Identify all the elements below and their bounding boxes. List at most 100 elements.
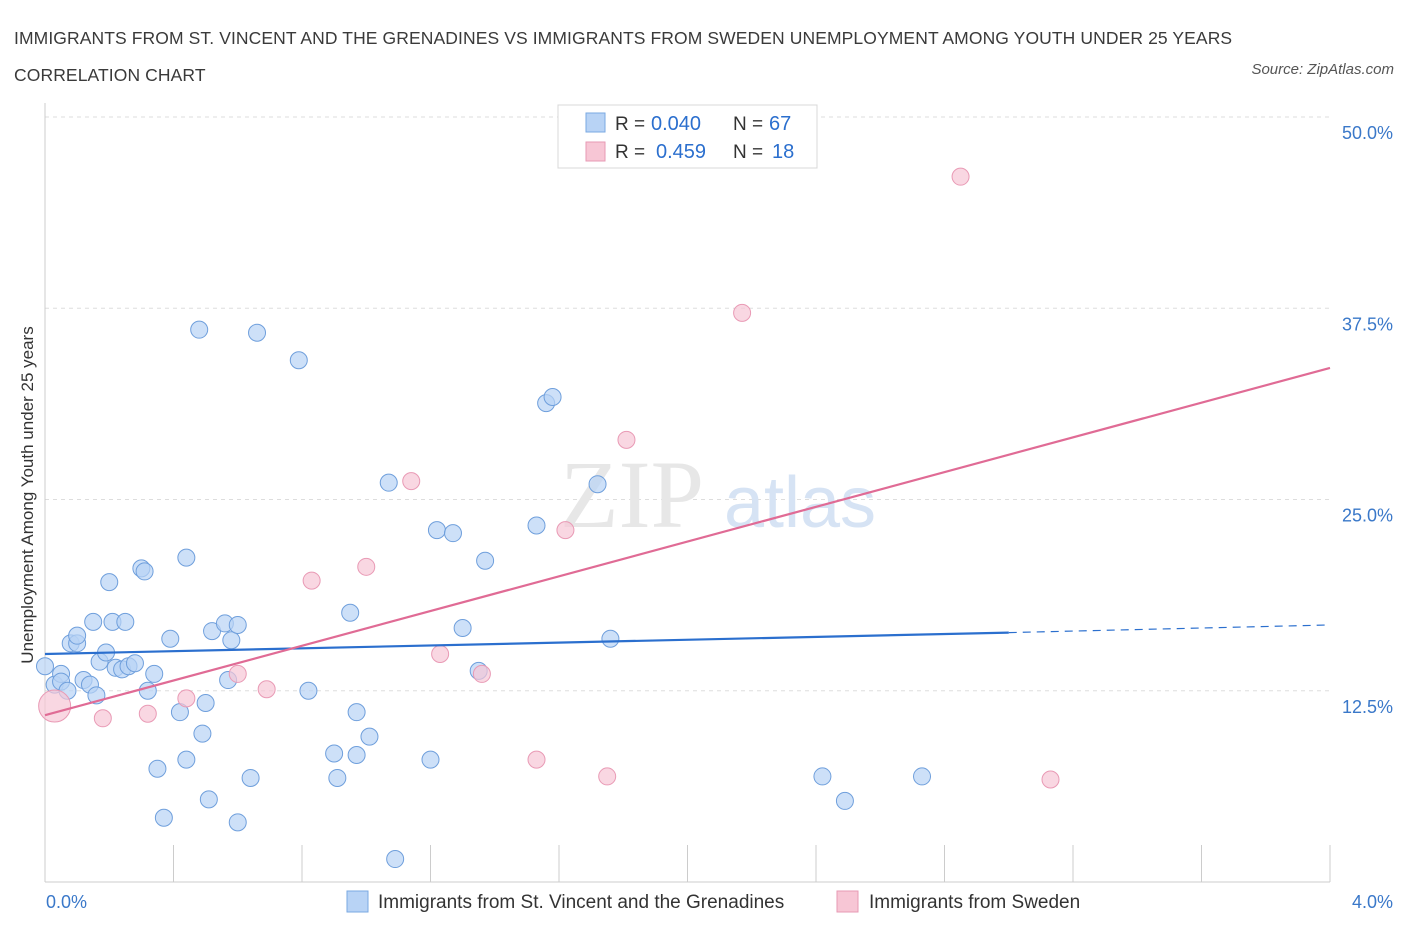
data-point-blue — [161, 629, 180, 648]
data-point-blue — [84, 612, 103, 631]
stats-r-label-blue: R = — [615, 114, 645, 135]
data-point-blue — [199, 790, 218, 809]
stats-swatch-blue — [585, 112, 606, 133]
data-point-blue — [148, 759, 167, 778]
y-axis-label: Unemployment Among Youth under 25 years — [18, 326, 37, 663]
series-legend: Immigrants from St. Vincent and the Gren… — [346, 890, 1080, 913]
trend-lines — [44, 366, 1331, 717]
data-point-blue — [421, 750, 440, 769]
data-point-pink — [93, 709, 112, 728]
data-point-blue — [379, 473, 398, 492]
stats-n-label-blue: N = — [733, 114, 763, 135]
data-point-pink — [598, 767, 617, 786]
source-label: Source: ZipAtlas.com — [1251, 61, 1394, 78]
data-point-blue — [543, 387, 562, 406]
legend-swatch-blue — [346, 890, 369, 913]
data-point-pink — [228, 664, 247, 683]
trend-line-blue — [44, 631, 1009, 656]
data-point-pink — [138, 704, 157, 723]
legend-swatch-pink — [836, 890, 859, 913]
data-point-blue — [347, 703, 366, 722]
stats-r-value-pink: 0.459 — [656, 141, 706, 163]
y-tick-labels: 12.5% 25.0% 37.5% 50.0% — [1342, 123, 1393, 717]
stats-legend: R = 0.040 N = 67 R = 0.459 N = 18 — [557, 104, 818, 169]
data-point-blue — [177, 750, 196, 769]
watermark-zip: ZIP — [560, 441, 704, 548]
data-point-blue — [135, 562, 154, 581]
x-tick-labels: 0.0% 4.0% — [46, 892, 1393, 912]
data-point-blue — [125, 654, 144, 673]
data-point-pink — [951, 167, 970, 186]
watermark: ZIP atlas — [560, 441, 876, 548]
data-point-blue — [100, 573, 119, 592]
data-point-blue — [453, 619, 472, 638]
data-point-blue — [347, 746, 366, 765]
data-point-blue — [299, 681, 318, 700]
stats-n-value-blue: 67 — [769, 113, 791, 135]
data-point-blue — [190, 320, 209, 339]
data-point-blue — [443, 524, 462, 543]
y-tick-label: 37.5% — [1342, 314, 1393, 334]
series-blue-points — [36, 320, 932, 869]
data-point-blue — [145, 664, 164, 683]
data-point-blue — [527, 516, 546, 535]
data-point-blue — [228, 615, 247, 634]
y-tick-label: 25.0% — [1342, 506, 1393, 526]
data-point-pink — [38, 689, 72, 723]
legend-label-pink: Immigrants from Sweden — [869, 892, 1080, 913]
data-point-blue — [601, 629, 620, 648]
data-point-blue — [177, 548, 196, 567]
data-point-blue — [835, 791, 854, 810]
data-point-pink — [302, 571, 321, 590]
data-point-blue — [222, 631, 241, 650]
data-point-blue — [289, 351, 308, 370]
data-point-blue — [228, 813, 247, 832]
trend-line-blue-extension — [1008, 624, 1331, 634]
stats-r-label-pink: R = — [615, 142, 645, 163]
data-point-blue — [193, 724, 212, 743]
data-point-blue — [913, 767, 932, 786]
data-point-pink — [733, 303, 752, 322]
data-point-pink — [617, 430, 636, 449]
data-point-pink — [527, 750, 546, 769]
stats-n-value-pink: 18 — [772, 141, 794, 163]
data-point-pink — [1041, 770, 1060, 789]
data-point-blue — [154, 808, 173, 827]
data-point-blue — [341, 603, 360, 622]
y-tick-label: 12.5% — [1342, 697, 1393, 717]
data-point-blue — [241, 768, 260, 787]
data-point-blue — [360, 727, 379, 746]
axes — [44, 103, 1331, 883]
data-point-blue — [196, 693, 215, 712]
stats-n-label-pink: N = — [733, 142, 763, 163]
data-point-blue — [116, 612, 135, 631]
data-point-blue — [386, 850, 405, 869]
legend-label-blue: Immigrants from St. Vincent and the Gren… — [378, 892, 784, 913]
x-tick-label-min: 0.0% — [46, 892, 87, 912]
data-point-pink — [357, 557, 376, 576]
y-tick-label: 50.0% — [1342, 123, 1393, 143]
data-point-blue — [588, 475, 607, 494]
grid-lines — [45, 116, 1330, 692]
data-point-blue — [248, 323, 267, 342]
watermark-atlas: atlas — [724, 463, 876, 543]
data-point-blue — [813, 767, 832, 786]
data-point-pink — [556, 521, 575, 540]
trend-line-pink — [44, 366, 1331, 717]
series-pink-points — [38, 167, 1060, 789]
x-tick-label-max: 4.0% — [1352, 892, 1393, 912]
data-point-blue — [325, 744, 344, 763]
chart-title: IMMIGRANTS FROM ST. VINCENT AND THE GREN… — [14, 28, 1233, 85]
data-point-blue — [427, 521, 446, 540]
data-point-pink — [472, 664, 491, 683]
data-point-pink — [257, 680, 276, 699]
data-point-blue — [476, 551, 495, 570]
data-point-blue — [68, 626, 87, 645]
data-point-pink — [431, 645, 450, 664]
stats-swatch-pink — [585, 141, 606, 162]
data-point-blue — [328, 768, 347, 787]
stats-r-value-blue: 0.040 — [651, 113, 701, 135]
data-point-pink — [177, 689, 196, 708]
data-point-blue — [36, 657, 54, 676]
